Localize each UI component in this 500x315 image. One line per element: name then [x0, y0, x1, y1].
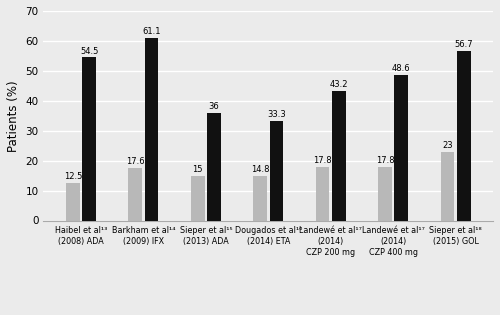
- Bar: [254, 176, 267, 220]
- Bar: [316, 167, 330, 220]
- Bar: [191, 175, 204, 220]
- Bar: [394, 75, 408, 220]
- Text: 56.7: 56.7: [454, 40, 473, 49]
- Text: 36: 36: [208, 102, 220, 111]
- Bar: [128, 168, 142, 220]
- Bar: [440, 152, 454, 220]
- Y-axis label: Patients (%): Patients (%): [7, 80, 20, 152]
- Bar: [144, 37, 158, 220]
- Text: 15: 15: [192, 165, 203, 174]
- Text: 17.8: 17.8: [314, 157, 332, 165]
- Text: 23: 23: [442, 141, 453, 150]
- Bar: [207, 113, 221, 220]
- Text: 14.8: 14.8: [251, 165, 270, 175]
- Bar: [82, 57, 96, 220]
- Text: 43.2: 43.2: [330, 80, 348, 89]
- Bar: [332, 91, 345, 220]
- Text: 12.5: 12.5: [64, 172, 82, 181]
- Bar: [66, 183, 80, 220]
- Bar: [378, 167, 392, 220]
- Text: 33.3: 33.3: [267, 110, 286, 119]
- Text: 17.6: 17.6: [126, 157, 144, 166]
- Text: 54.5: 54.5: [80, 47, 98, 55]
- Text: 48.6: 48.6: [392, 64, 410, 73]
- Bar: [457, 51, 470, 220]
- Text: 61.1: 61.1: [142, 27, 161, 36]
- Bar: [270, 121, 283, 220]
- Text: 17.8: 17.8: [376, 157, 394, 165]
